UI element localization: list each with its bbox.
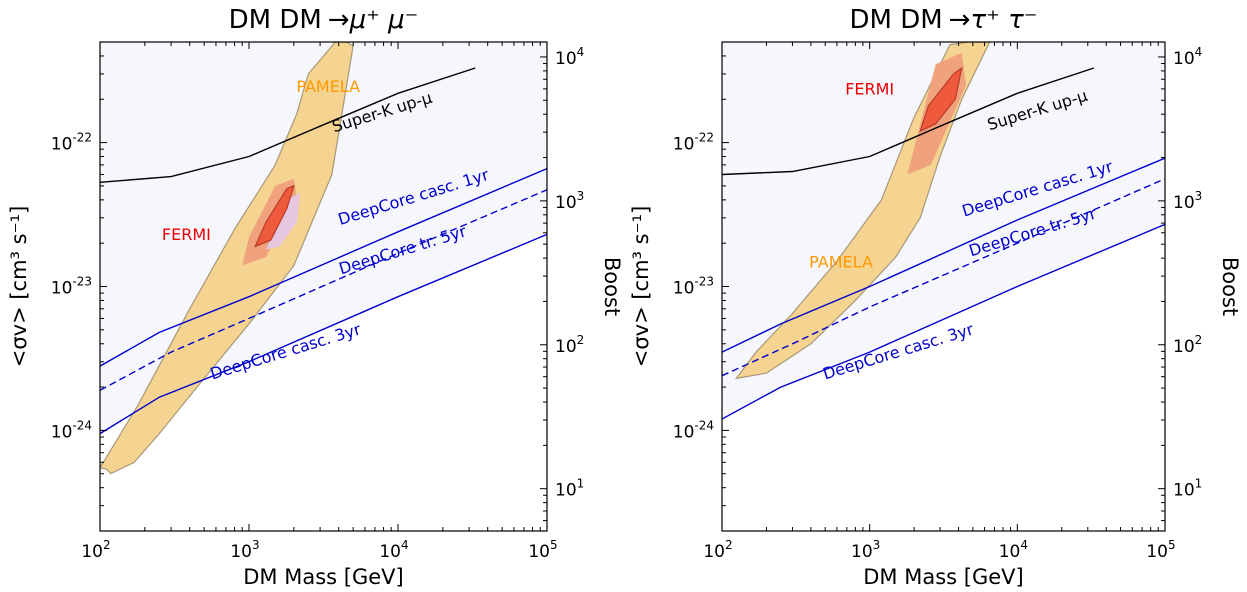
chart-title: DM DM →μ⁺ μ⁻ xyxy=(229,5,419,35)
series-line-4 xyxy=(722,223,1165,420)
x-tick-label: 103 xyxy=(851,538,880,562)
pamela-region xyxy=(100,42,354,475)
boost-axis-label: Boost xyxy=(1218,257,1242,316)
boost-tick-label: 104 xyxy=(555,45,584,69)
fermi-region xyxy=(919,66,963,133)
y-tick-label: 10-24 xyxy=(673,418,714,442)
y-tick-label: 10-23 xyxy=(673,275,714,299)
series-line-3 xyxy=(722,178,1165,377)
annotation-label: FERMI xyxy=(162,225,211,244)
series-line-1 xyxy=(722,67,1095,176)
boost-tick-label: 103 xyxy=(1173,189,1202,213)
annotation-label: PAMELA xyxy=(296,77,360,96)
boost-tick-label: 102 xyxy=(555,333,584,357)
series-line-2 xyxy=(722,157,1165,353)
plot-area xyxy=(722,42,1165,420)
chart-title: DM DM →τ⁺ τ⁻ xyxy=(850,5,1038,35)
boost-tick-label: 102 xyxy=(1173,333,1202,357)
boost-tick-label: 104 xyxy=(1173,45,1202,69)
series-line-2 xyxy=(100,167,547,367)
x-axis-label: DM Mass [GeV] xyxy=(863,565,1023,589)
y-tick-label: 10-23 xyxy=(51,275,92,299)
y-tick-label: 10-22 xyxy=(673,131,714,155)
plot-area xyxy=(100,42,547,475)
boost-tick-label: 101 xyxy=(555,477,584,501)
y-tick-label: 10-24 xyxy=(51,418,92,442)
boost-tick-label: 103 xyxy=(555,189,584,213)
annotation-label: FERMI xyxy=(845,80,894,99)
fermi-region xyxy=(254,184,295,248)
x-tick-label: 105 xyxy=(1146,538,1175,562)
series-line-3 xyxy=(100,189,547,391)
x-tick-label: 104 xyxy=(999,538,1028,562)
x-tick-label: 104 xyxy=(379,538,408,562)
x-axis-label: DM Mass [GeV] xyxy=(243,565,403,589)
series-line-1 xyxy=(100,67,476,183)
y-axis-label: <σv> [cm³ s⁻¹] xyxy=(629,206,653,368)
x-tick-label: 105 xyxy=(528,538,557,562)
y-tick-label: 10-22 xyxy=(51,131,92,155)
y-axis-label: <σv> [cm³ s⁻¹] xyxy=(7,206,31,368)
annotation-label: PAMELA xyxy=(809,253,873,272)
x-tick-label: 103 xyxy=(230,538,259,562)
boost-axis-label: Boost xyxy=(600,257,624,316)
boost-tick-label: 101 xyxy=(1173,477,1202,501)
series-line-4 xyxy=(100,233,547,435)
x-tick-label: 102 xyxy=(81,538,110,562)
x-tick-label: 102 xyxy=(703,538,732,562)
contour-region xyxy=(266,192,300,250)
